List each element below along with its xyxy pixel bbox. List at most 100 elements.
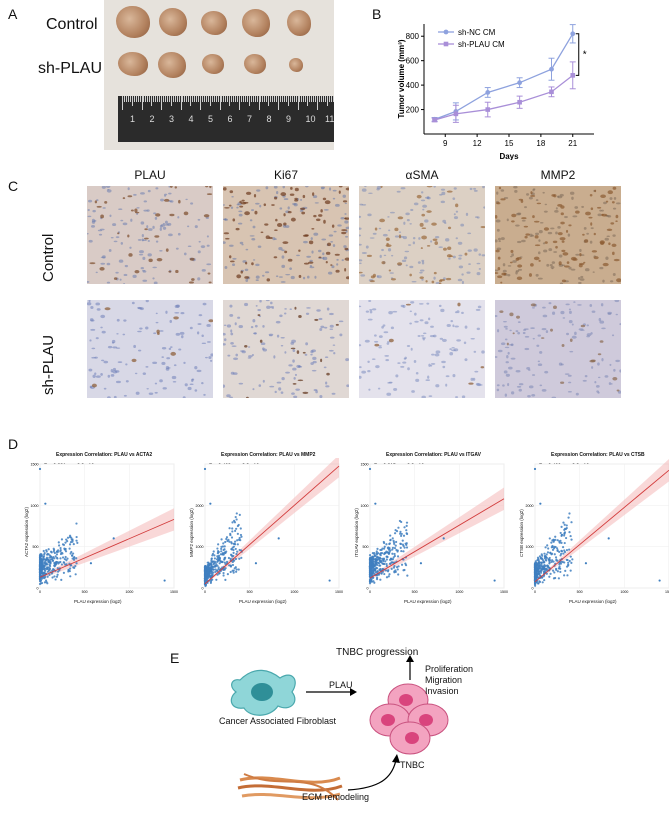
stained-cell: [540, 337, 545, 339]
cell-nucleus: [185, 198, 188, 201]
stained-cell: [163, 198, 170, 202]
cell-nucleus: [139, 250, 144, 254]
cell-nucleus: [414, 312, 417, 316]
cell-nucleus: [91, 347, 96, 350]
stained-cell: [591, 250, 598, 253]
cell-nucleus: [461, 311, 464, 315]
stained-cell: [468, 382, 474, 385]
cell-nucleus: [103, 360, 109, 364]
cell-nucleus: [568, 381, 572, 384]
cell-nucleus: [359, 243, 362, 246]
cell-nucleus: [367, 213, 372, 217]
stained-cell: [397, 262, 403, 266]
stained-cell: [257, 314, 261, 317]
cell-nucleus: [412, 241, 416, 245]
stained-cell: [280, 192, 287, 197]
ruler-tick: [190, 96, 192, 106]
data-point: [400, 532, 403, 536]
cell-nucleus: [285, 371, 290, 374]
data-point: [236, 543, 239, 546]
cell-nucleus: [517, 268, 523, 271]
cell-nucleus: [569, 350, 574, 353]
stained-cell: [561, 249, 566, 253]
cell-nucleus: [438, 304, 442, 308]
stained-cell: [260, 231, 264, 234]
stained-cell: [100, 214, 104, 219]
cell-nucleus: [550, 227, 555, 230]
cell-nucleus: [558, 362, 563, 366]
stained-cell: [421, 227, 427, 230]
data-point: [45, 558, 48, 561]
cell-nucleus: [159, 249, 163, 252]
outlier-point: [44, 502, 47, 505]
ruler-tick: [274, 96, 276, 102]
cell-nucleus: [359, 234, 362, 237]
ruler-tick: [149, 96, 151, 102]
cell-nucleus: [453, 213, 456, 216]
data-point: [567, 563, 570, 566]
e-ecm-label: ECM remodeling: [302, 792, 370, 802]
ruler-tick: [227, 96, 229, 102]
cell-nucleus: [138, 307, 143, 310]
cell-nucleus: [430, 240, 433, 243]
stained-cell: [553, 305, 557, 310]
data-point: [46, 575, 49, 578]
cell-nucleus: [312, 195, 318, 199]
cell-nucleus: [546, 263, 550, 267]
x-tick-label: 500: [82, 590, 88, 594]
cell-nucleus: [424, 219, 429, 223]
stained-cell: [297, 379, 304, 382]
cell-nucleus: [543, 249, 548, 253]
data-point: [74, 564, 77, 568]
cell-nucleus: [122, 222, 128, 226]
data-point: [234, 515, 237, 519]
stained-cell: [602, 262, 609, 267]
stained-cell: [534, 220, 540, 223]
data-point: [391, 546, 395, 549]
tumor: [118, 52, 148, 76]
cell-nucleus: [597, 376, 601, 379]
cell-nucleus: [376, 186, 382, 190]
cell-nucleus: [461, 273, 464, 276]
data-point: [396, 568, 399, 571]
cell-nucleus: [100, 372, 103, 376]
cell-nucleus: [293, 203, 298, 207]
data-point: [54, 578, 57, 581]
cell-nucleus: [278, 387, 282, 391]
ruler-tick: [279, 96, 281, 102]
data-point: [563, 550, 567, 554]
data-point: [221, 560, 224, 564]
cell-nucleus: [194, 225, 198, 229]
tumor: [159, 8, 187, 36]
stained-cell: [426, 244, 431, 247]
data-point: [223, 568, 226, 571]
data-point: [46, 567, 49, 570]
cell-nucleus: [589, 304, 593, 307]
data-point: [76, 541, 79, 544]
data-point: [388, 562, 392, 565]
data-point: [56, 573, 59, 576]
ruler-number: 4: [188, 114, 194, 124]
data-point: [368, 553, 372, 557]
data-point: [543, 552, 546, 555]
cell-nucleus: [476, 262, 481, 265]
cell-nucleus: [206, 263, 212, 266]
cell-nucleus: [344, 202, 347, 205]
data-point: [207, 573, 211, 577]
data-point: [68, 547, 71, 550]
ruler-tick: [194, 96, 196, 102]
cell-nucleus: [425, 379, 431, 382]
stained-cell: [344, 217, 347, 220]
stained-cell: [301, 211, 306, 215]
cell-nucleus: [549, 264, 553, 267]
data-point: [371, 555, 375, 559]
data-point: [379, 553, 382, 556]
cell-nucleus: [172, 380, 177, 383]
cell-nucleus: [403, 357, 407, 360]
cell-nucleus: [115, 236, 120, 239]
cell-nucleus: [229, 313, 234, 317]
stained-cell: [496, 202, 501, 205]
stained-cell: [296, 350, 300, 354]
cell-nucleus: [361, 188, 367, 192]
